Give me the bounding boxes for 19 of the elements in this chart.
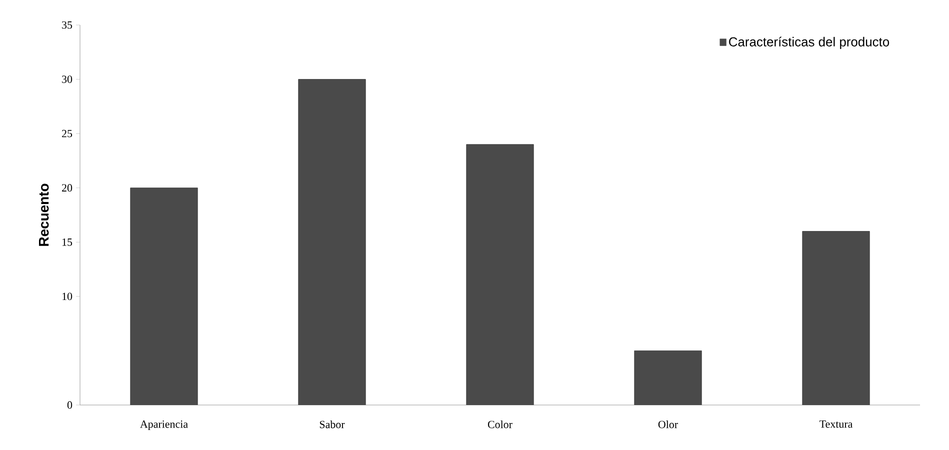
- bar: [802, 231, 870, 405]
- x-tick-label: Textura: [820, 420, 853, 428]
- y-tick-label: 15: [62, 238, 72, 246]
- y-tick-label: 10: [62, 292, 72, 300]
- x-tick-label: Apariencia: [140, 420, 188, 430]
- y-tick-label: 30: [62, 76, 72, 83]
- bar: [130, 188, 198, 405]
- y-tick-label: 0: [67, 401, 72, 409]
- y-axis-title: Recuento: [38, 184, 49, 246]
- y-tick-label: 25: [62, 130, 72, 138]
- bar: [466, 144, 534, 405]
- legend-label: Características del producto: [729, 36, 890, 50]
- y-tick-label: 35: [62, 21, 72, 29]
- bar: [298, 79, 366, 405]
- y-tick-label: 20: [62, 184, 72, 192]
- x-tick-label: Olor: [658, 420, 678, 428]
- x-tick-label: Sabor: [320, 420, 345, 428]
- bar: [634, 350, 702, 405]
- x-tick-label: Color: [488, 420, 512, 428]
